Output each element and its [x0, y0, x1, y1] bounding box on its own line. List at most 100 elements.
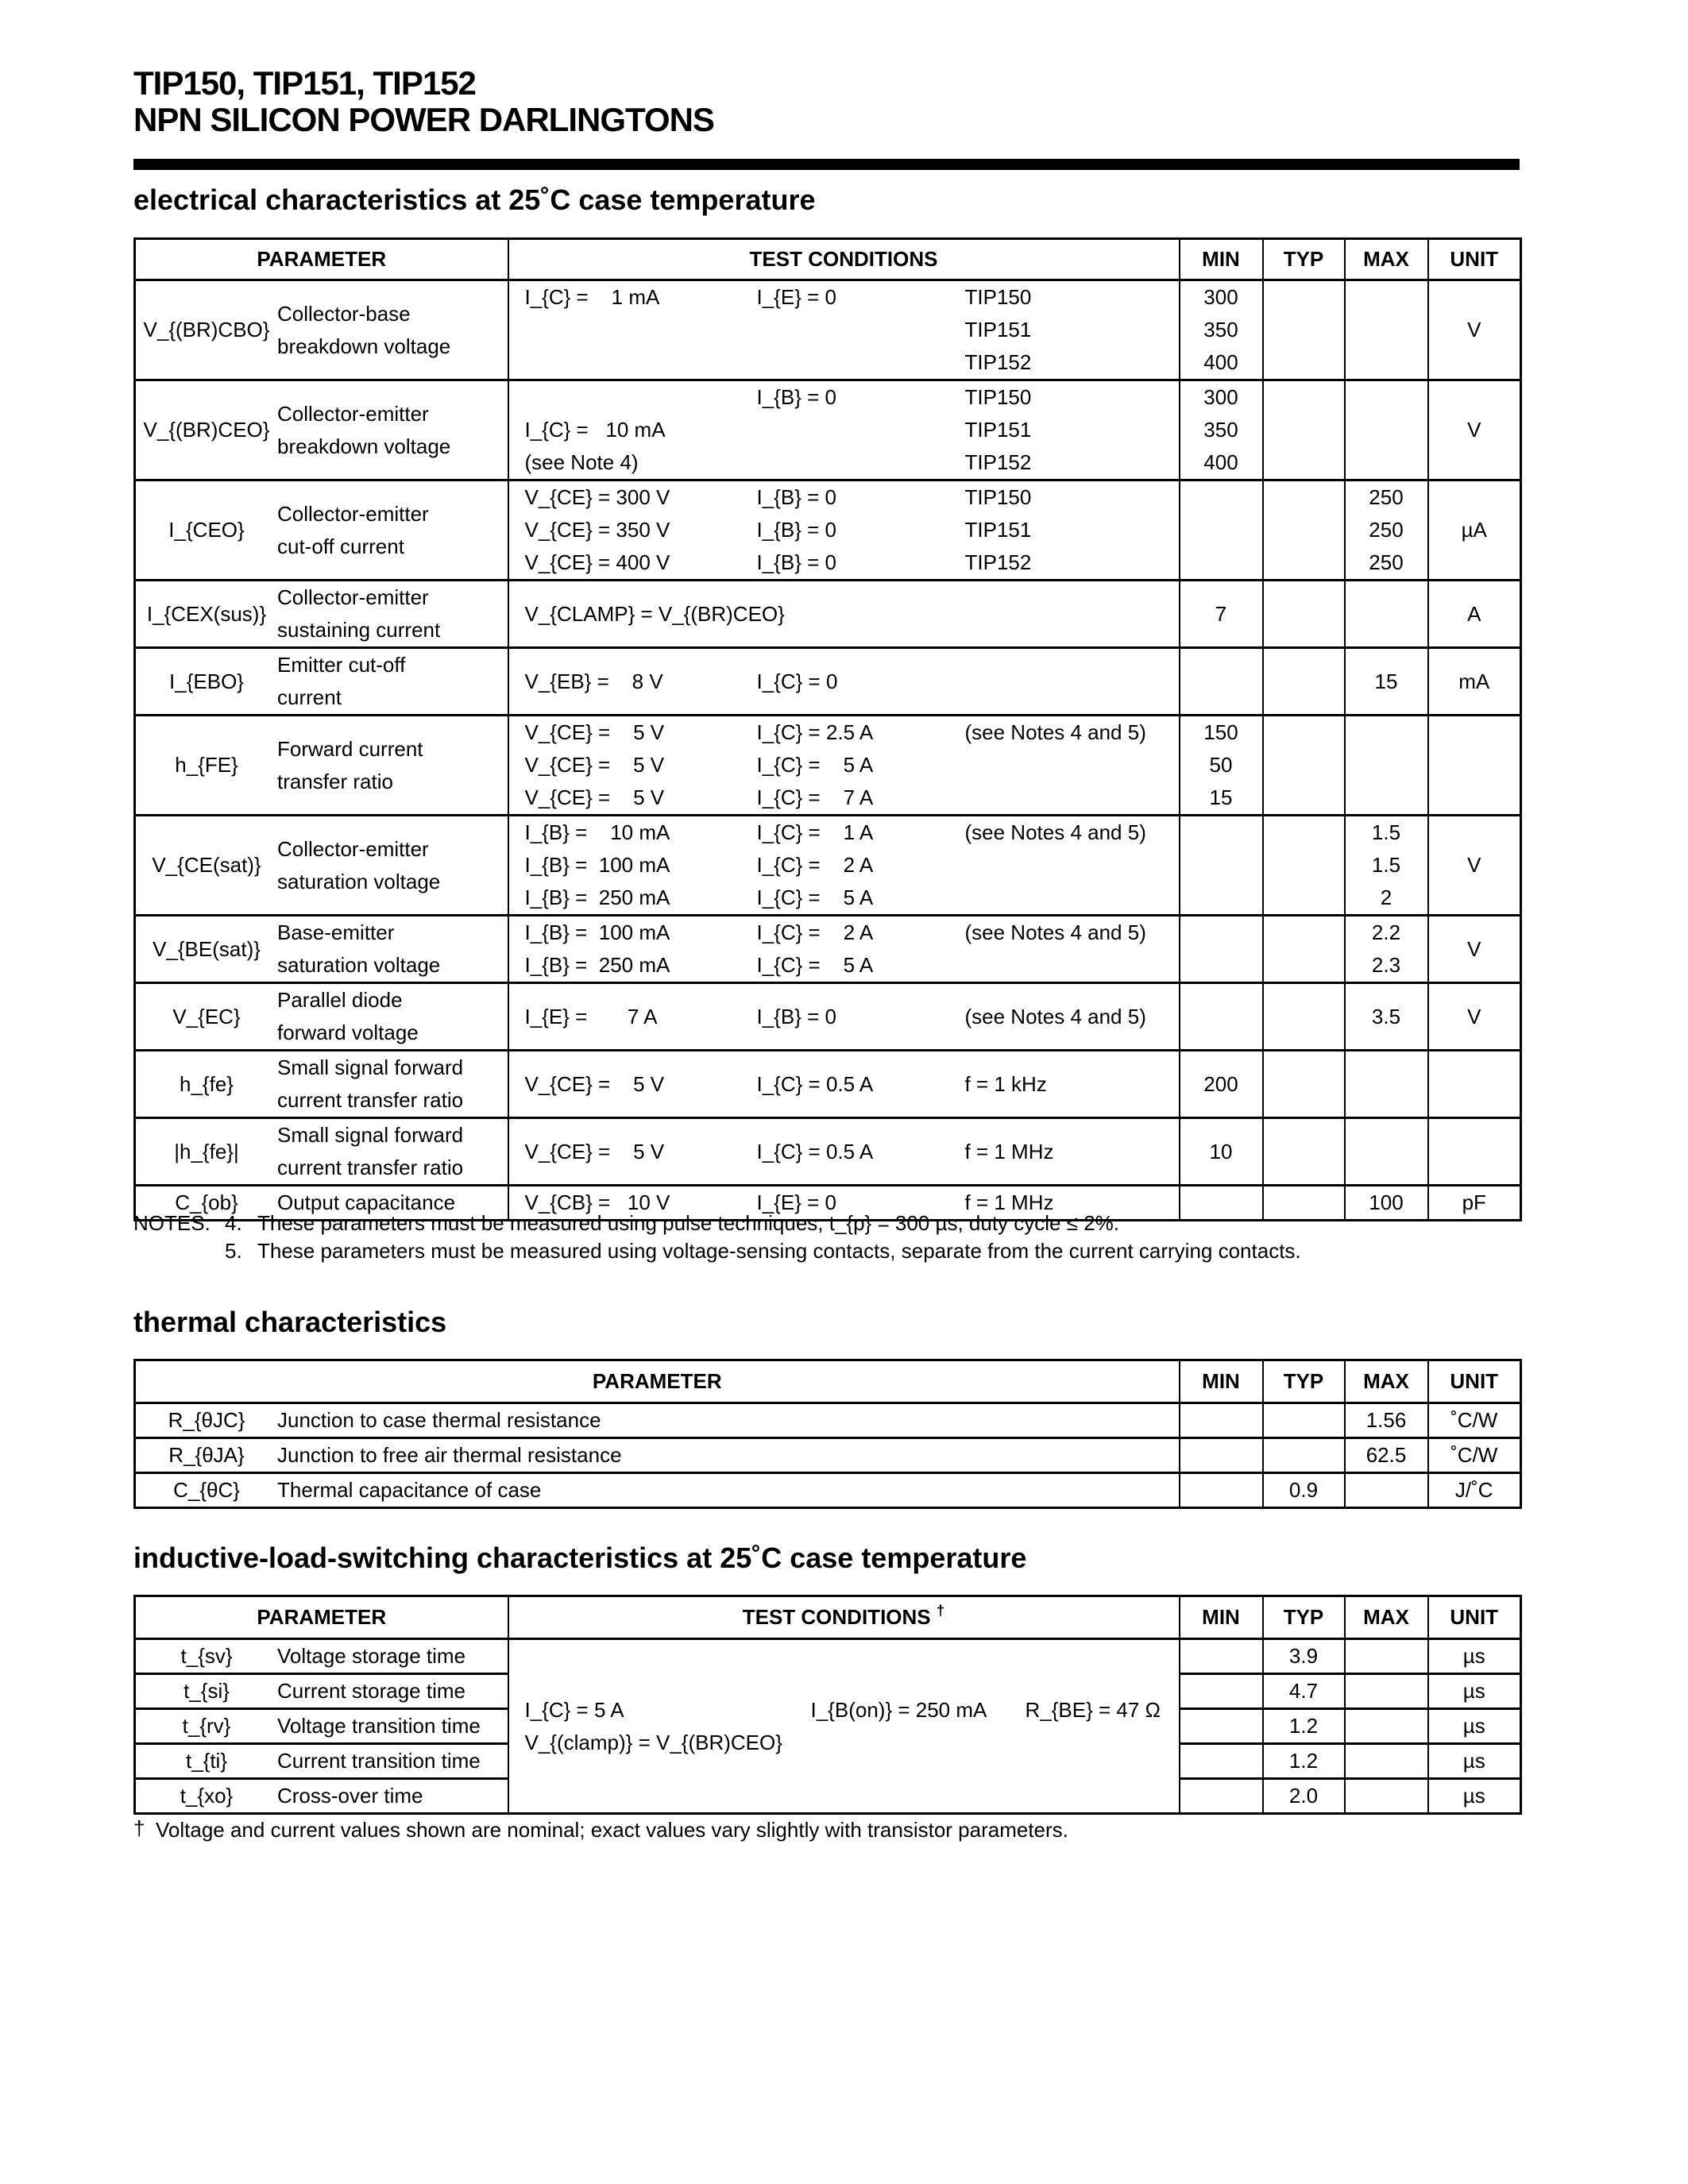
typ-value-line: 1.2 — [1288, 1714, 1319, 1738]
unit-cell: mA — [1427, 646, 1522, 716]
condition-col2-line: I_{B(on)} = 250 mA — [810, 1697, 987, 1722]
max-cell — [1343, 579, 1429, 649]
table-row: h_{fe} Small signal forward current transf… — [133, 1049, 1522, 1119]
condition-col3-line: f = 1 MHz — [964, 1190, 1054, 1214]
unit-cell: V — [1427, 814, 1522, 916]
column-header-max: MAX — [1343, 1359, 1429, 1404]
description-line: forward voltage — [277, 1021, 419, 1044]
test-conditions-cell: V_{CE} = 5 V I_{C} = 0.5 A f = 1 MHz — [507, 1117, 1180, 1187]
description-line: Current storage time — [277, 1679, 465, 1703]
condition-col1: I_{B} = 10 mA I_{B} = 100 mA I_{B} = 250 m… — [509, 816, 757, 914]
test-conditions: V_{CB} = 10 V I_{E} = 0 f = 1 MHz — [509, 1187, 1179, 1219]
column-header-unit: UNIT — [1427, 1359, 1522, 1404]
condition-col1-line: V_{CE} = 400 V — [524, 550, 670, 574]
min-cell — [1178, 479, 1264, 581]
test-conditions-cell: V_{EB} = 8 V I_{C} = 0 — [507, 646, 1180, 716]
condition-col2-line: I_{B} = 0 — [756, 518, 836, 542]
parameter-cell: I_{EBO} Emitter cut-off current — [133, 646, 509, 716]
table-row: I_{CEX(sus)} Collector-emitter sustaining … — [133, 579, 1522, 649]
column-header-parameter: PARAMETER — [133, 1595, 509, 1640]
condition-col2: I_{C} = 0.5 A — [757, 1068, 965, 1101]
unit-cell: V — [1427, 279, 1522, 381]
condition-col1-line: V_{CE} = 5 V — [524, 1139, 665, 1163]
description-line: Collector-base — [277, 301, 411, 326]
parameter-cell: h_{FE} Forward current transfer ratio — [133, 714, 509, 816]
parameter-cell: V_{(BR)CBO} Collector-base breakdown volta… — [133, 279, 509, 381]
typ-cell — [1261, 646, 1346, 716]
typ-cell — [1261, 1117, 1346, 1187]
condition-col1: V_{EB} = 8 V — [509, 666, 757, 698]
header-row: PARAMETER MIN TYP MAX UNIT — [133, 1359, 1522, 1404]
condition-col1-line: V_{CB} = 10 V — [524, 1190, 670, 1214]
parameter: C_{θC} Thermal capacitance of case — [136, 1474, 1179, 1507]
inductive-table: PARAMETER TEST CONDITIONS † MIN TYP MAX UNIT t… — [133, 1595, 1522, 1815]
parameter: V_{BE(sat)} Base-emitter saturation voltag… — [136, 916, 508, 982]
parameter-cell: V_{CE(sat)} Collector-emitter saturation v… — [133, 814, 509, 916]
max-value: 3.5 — [1346, 1001, 1427, 1033]
unit-value: V — [1429, 849, 1520, 882]
max-cell — [1343, 1742, 1429, 1780]
condition-col2: I_{E} = 0 — [757, 281, 965, 314]
typ-cell: 2.0 — [1261, 1777, 1346, 1815]
condition-col2-line: I_{C} = 5 A — [756, 753, 874, 777]
min-value-line: 50 — [1209, 753, 1233, 777]
unit-cell: µs — [1427, 1777, 1522, 1815]
unit-value-line: µs — [1462, 1714, 1485, 1738]
condition-col1: V_{CE} = 5 V V_{CE} = 5 V V_{CE} = 5 V — [509, 716, 757, 814]
min-value: 10 — [1180, 1136, 1262, 1168]
min-value-line: 400 — [1203, 350, 1238, 374]
condition-col2-line: I_{C} = 7 A — [756, 785, 874, 809]
parameter: |h_{fe}| Small signal forward current tran… — [136, 1119, 508, 1184]
condition-col1-line: V_{CE} = 350 V — [524, 518, 670, 542]
unit-value-line: µs — [1462, 1644, 1485, 1668]
description-line: current transfer ratio — [277, 1088, 464, 1112]
unit-value-line: A — [1467, 601, 1481, 626]
column-header-test: TEST CONDITIONS — [507, 237, 1180, 281]
condition-col1-line: V_{EB} = 8 V — [524, 669, 663, 693]
condition-col1-line: I_{B} = 250 mA — [524, 886, 670, 909]
min-value: 300 350 400 — [1180, 381, 1262, 479]
unit-cell: µs — [1427, 1638, 1522, 1675]
table-row: C_{ob} Output capacitance V_{CB} = 10 V I_{… — [133, 1184, 1522, 1221]
min-value-line: 400 — [1203, 450, 1238, 474]
condition-col1-line — [525, 381, 757, 414]
condition-col2: I_{E} = 0 — [757, 1187, 965, 1219]
condition-col1-line: I_{B} = 100 mA — [524, 853, 670, 877]
max-cell — [1343, 1117, 1429, 1187]
description-line: transfer ratio — [277, 769, 393, 793]
condition-col2-line: I_{C} = 0.5 A — [756, 1139, 874, 1163]
test-conditions: V_{CE} = 5 V I_{C} = 0.5 A f = 1 MHz — [509, 1136, 1179, 1168]
unit-cell: pF — [1427, 1184, 1522, 1221]
parameter-description: Parallel diode forward voltage — [277, 984, 508, 1049]
typ-cell — [1261, 982, 1346, 1051]
condition-col1-line: V_{CLAMP} = V_{(BR)CEO} — [524, 601, 785, 626]
condition-col2: I_{C} = 0 — [757, 666, 965, 698]
parameter-description: Collector-emitter sustaining current — [277, 581, 508, 646]
condition-col1: V_{CB} = 10 V — [509, 1187, 757, 1219]
parameter-description: Voltage transition time — [277, 1710, 508, 1742]
parameter-symbol: V_{(BR)CEO} — [143, 418, 270, 442]
condition-col3-line: TIP151 — [964, 418, 1032, 442]
description-line: Junction to case thermal resistance — [277, 1408, 601, 1432]
max-cell: 1.56 — [1343, 1402, 1429, 1439]
typ-cell — [1261, 1184, 1346, 1221]
parameter-description: Small signal forward current transfer rat… — [277, 1119, 508, 1184]
unit-cell: µs — [1427, 1707, 1522, 1745]
unit-cell: V — [1427, 914, 1522, 984]
typ-cell — [1261, 914, 1346, 984]
parameter: h_{FE} Forward current transfer ratio — [136, 733, 508, 798]
parameter: t_{si} Current storage time — [136, 1675, 508, 1707]
table-row: V_{(BR)CBO} Collector-base breakdown volta… — [133, 279, 1522, 381]
condition-col2-line: I_{C} = 0 — [756, 669, 838, 693]
typ-value: 0.9 — [1264, 1474, 1344, 1507]
parameter: C_{ob} Output capacitance — [136, 1187, 508, 1219]
condition-col3-line: TIP150 — [964, 485, 1032, 509]
condition-col1-line: I_{B} = 100 mA — [524, 920, 670, 944]
condition-col2-line: I_{C} = 1 A — [756, 820, 874, 844]
condition-col3-line: f = 1 kHz — [964, 1071, 1047, 1096]
header-row: PARAMETER TEST CONDITIONS † MIN TYP MAX UNIT — [133, 1595, 1522, 1640]
test-conditions-cell: I_{E} = 7 A I_{B} = 0 (see Notes 4 and 5) — [507, 982, 1180, 1051]
unit-cell: ˚C/W — [1427, 1437, 1522, 1474]
header-rule — [133, 159, 1520, 170]
